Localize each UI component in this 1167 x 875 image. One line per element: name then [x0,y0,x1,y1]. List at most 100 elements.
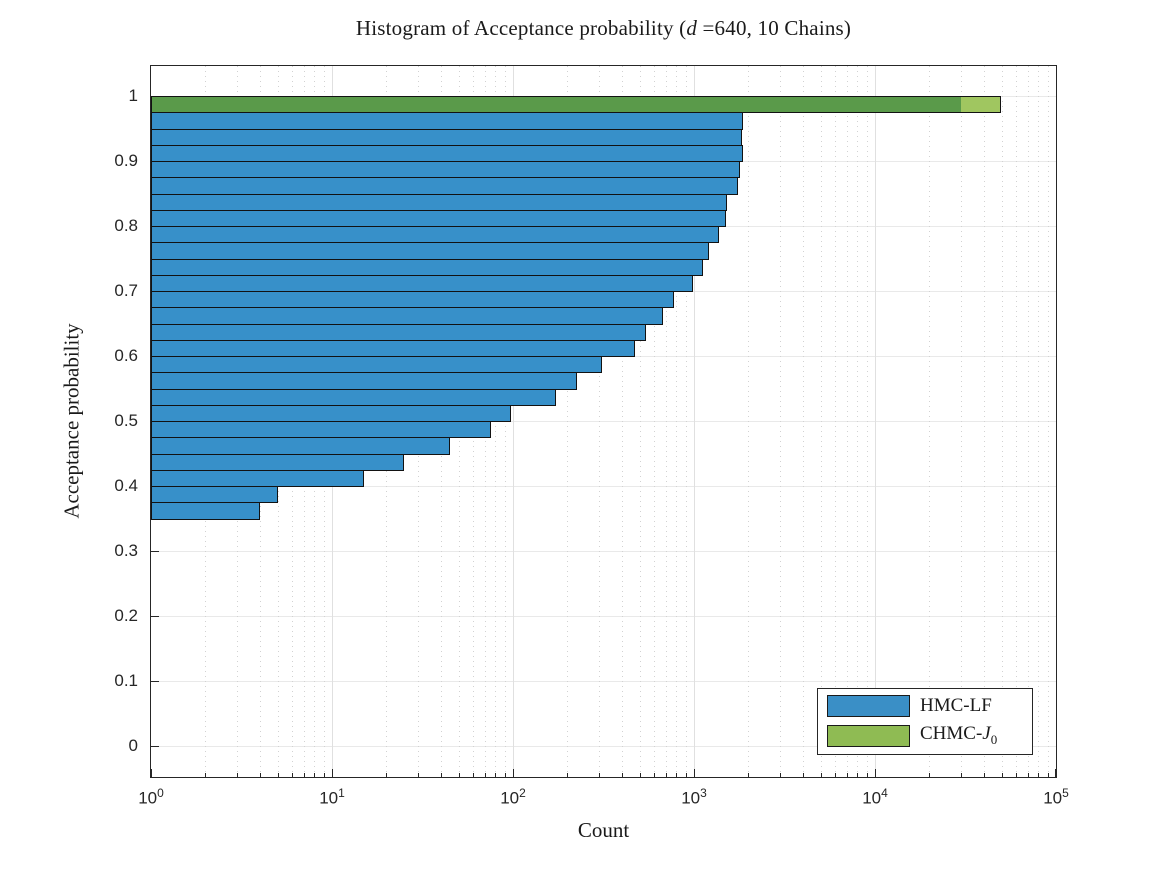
x-minor-tick [929,773,931,777]
bar-hmc-lf [151,502,260,520]
legend-entry-chmc-j0: CHMC-J0 [827,723,1032,748]
x-minor-gridline [1001,66,1003,777]
y-gridline [151,746,1056,747]
x-minor-tick [983,773,985,777]
x-minor-tick [1027,773,1029,777]
x-minor-tick [866,773,868,777]
bar-hmc-lf [151,323,646,341]
x-minor-tick [567,773,569,777]
x-minor-tick [1047,773,1049,777]
y-tick-label: 0.7 [114,281,138,300]
x-major-tick [1054,769,1056,777]
x-major-tick [151,769,153,777]
bar-hmc-lf [151,193,727,211]
x-minor-tick [676,773,678,777]
x-minor-tick [205,773,207,777]
y-gridline [151,551,1056,552]
bar-hmc-lf [151,209,726,227]
x-major-tick [694,769,696,777]
y-major-tick [151,681,159,683]
x-minor-tick [440,773,442,777]
x-minor-tick [653,773,655,777]
bar-hmc-lf [151,421,492,439]
x-tick-label: 105 [1043,786,1069,808]
bar-hmc-lf [151,307,664,325]
x-minor-gridline [929,66,931,777]
x-minor-tick [780,773,782,777]
x-tick-label: 101 [319,786,345,808]
x-minor-tick [621,773,623,777]
bar-hmc-lf [151,242,710,260]
x-minor-tick [495,773,497,777]
x-gridline [875,66,876,777]
x-minor-tick [458,773,460,777]
y-tick-label: 1 [128,86,138,105]
x-minor-gridline [665,66,667,777]
x-gridline [513,66,514,777]
x-minor-tick [639,773,641,777]
chart-title-pre: Histogram of Acceptance probability ( [355,16,687,40]
bar-hmc-lf [151,226,720,244]
bar-hmc-lf [151,144,743,162]
x-minor-tick [1015,773,1017,777]
y-tick-label: 0.2 [114,606,138,625]
x-minor-tick [665,773,667,777]
chart-title: Histogram of Acceptance probability (d =… [150,16,1057,41]
bar-hmc-lf [151,177,739,195]
x-minor-tick [1038,773,1040,777]
x-minor-tick [748,773,750,777]
x-minor-gridline [653,66,655,777]
x-minor-gridline [599,66,601,777]
y-major-tick [151,551,159,553]
x-minor-gridline [983,66,985,777]
x-minor-gridline [1047,66,1049,777]
x-tick-label: 104 [862,786,888,808]
legend-swatch-hmc-lf [827,695,910,718]
x-minor-tick [685,773,687,777]
x-tick-label: 103 [681,786,707,808]
bar-hmc-lf [151,356,602,374]
legend: HMC-LF CHMC-J0 [817,688,1033,755]
chart-title-post: =640, 10 Chains) [697,16,852,40]
bar-hmc-lf [151,291,674,309]
x-minor-tick [1001,773,1003,777]
y-gridline [151,616,1056,617]
x-minor-tick [961,773,963,777]
x-minor-gridline [567,66,569,777]
x-minor-gridline [639,66,641,777]
x-minor-tick [314,773,316,777]
x-minor-tick [386,773,388,777]
y-tick-label: 0.8 [114,216,138,235]
x-minor-tick [303,773,305,777]
y-tick-label: 0.4 [114,476,138,495]
x-minor-gridline [834,66,836,777]
x-minor-tick [323,773,325,777]
x-tick-label: 100 [138,786,164,808]
x-minor-tick [599,773,601,777]
x-minor-tick [820,773,822,777]
x-minor-gridline [780,66,782,777]
legend-label-hmc-lf: HMC-LF [920,695,992,717]
bar-hmc-lf [151,453,405,471]
x-minor-gridline [1027,66,1029,777]
x-minor-tick [237,773,239,777]
bar-hmc-lf [151,469,364,487]
x-minor-tick [802,773,804,777]
x-minor-gridline [748,66,750,777]
x-minor-gridline [621,66,623,777]
x-minor-tick [259,773,261,777]
x-minor-gridline [802,66,804,777]
x-axis-label: Count [577,818,630,842]
y-major-tick [151,746,159,748]
y-tick-label: 0.5 [114,411,138,430]
x-minor-tick [484,773,486,777]
x-minor-gridline [1015,66,1017,777]
legend-swatch-chmc-j0 [827,724,910,747]
y-major-tick [151,616,159,618]
bar-hmc-lf [151,388,557,406]
bar-hmc-lf [151,274,693,292]
y-tick-label: 0.3 [114,541,138,560]
x-minor-gridline [676,66,678,777]
x-minor-gridline [820,66,822,777]
